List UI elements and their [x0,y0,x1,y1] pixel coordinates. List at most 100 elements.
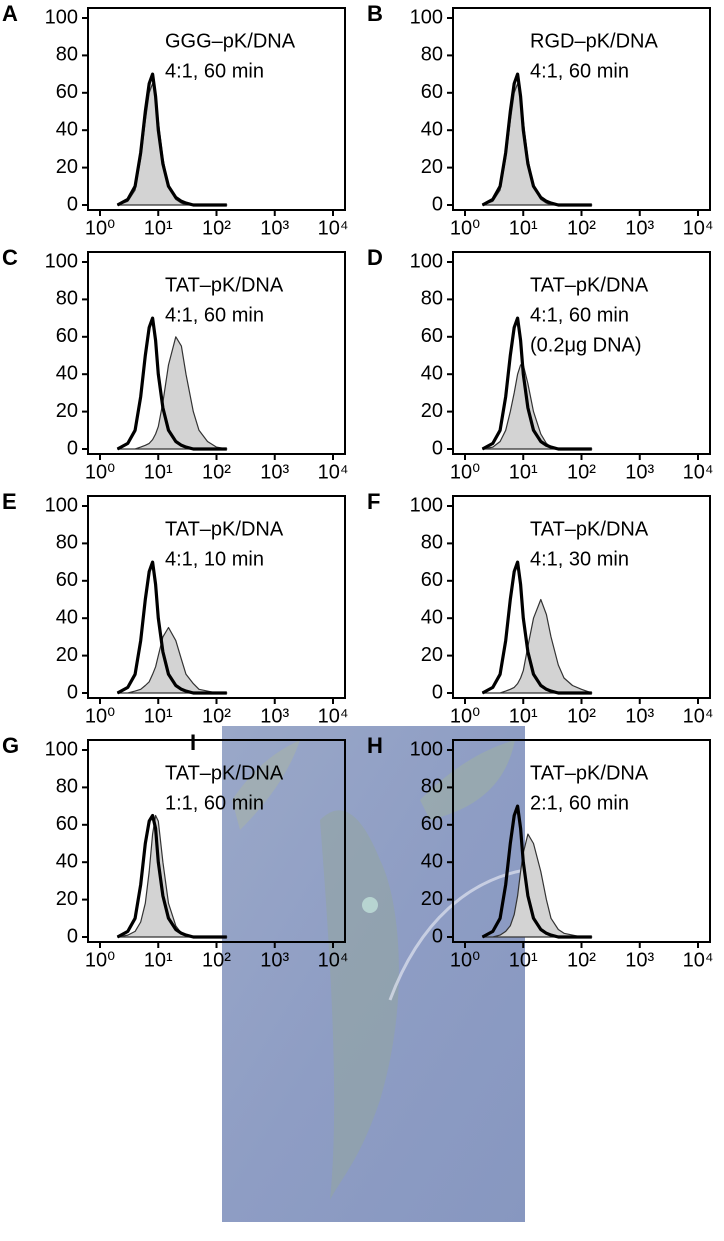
panel-label: H [367,733,383,758]
line [481,804,592,939]
x-tick-label: 10² [202,217,231,239]
y-tick-label: 0 [432,925,443,947]
x-tick-label: 10⁰ [450,217,480,239]
y-tick-label: 0 [67,925,78,947]
y-tick-label: 40 [421,850,443,872]
y-tick-label: 40 [421,118,443,140]
annotation: TAT–pK/DNA [165,518,284,540]
y-tick-label: 80 [421,532,443,554]
annotation: TAT–pK/DNA [165,274,284,296]
y-tick-label: 20 [421,400,443,422]
y-tick-label: 20 [56,888,78,910]
y-tick-label: 40 [56,850,78,872]
annotation: 1:1, 60 min [165,792,264,814]
annotation: GGG–pK/DNA [165,30,296,52]
y-tick-label: 60 [56,81,78,103]
x-tick-label: 10³ [260,705,289,727]
x-tick-label: 10² [567,461,596,483]
x-tick-label: 10⁰ [85,705,115,727]
y-tick-label: 80 [421,288,443,310]
x-tick-label: 10⁰ [450,461,480,483]
y-tick-label: 100 [410,494,443,516]
y-tick-label: 80 [421,44,443,66]
y-tick-label: 40 [56,118,78,140]
x-tick-label: 10³ [625,461,654,483]
x-tick-label: 10¹ [509,461,538,483]
line [116,560,227,695]
y-tick-label: 80 [56,288,78,310]
x-tick-label: 10⁴ [318,949,349,971]
x-tick-label: 10³ [625,217,654,239]
x-tick-label: 10⁴ [683,949,714,971]
y-tick-label: 60 [56,813,78,835]
x-tick-label: 10¹ [509,949,538,971]
annotation: RGD–pK/DNA [530,30,658,52]
annotation: (0.2μg DNA) [530,334,642,356]
x-tick-label: 10⁰ [85,217,115,239]
x-tick-label: 10⁴ [683,705,714,727]
x-tick-label: 10⁰ [85,461,115,483]
y-tick-label: 60 [421,813,443,835]
y-tick-label: 60 [56,569,78,591]
y-tick-label: 60 [421,325,443,347]
x-tick-label: 10² [202,949,231,971]
x-tick-label: 10³ [625,949,654,971]
y-tick-label: 100 [410,738,443,760]
annotation: 4:1, 60 min [165,304,264,326]
y-tick-label: 20 [56,644,78,666]
x-tick-label: 10² [567,705,596,727]
x-tick-label: 10² [202,461,231,483]
y-tick-label: 20 [421,156,443,178]
x-tick-label: 10¹ [144,217,173,239]
x-tick-label: 10³ [260,217,289,239]
y-tick-label: 20 [421,644,443,666]
y-tick-label: 0 [67,437,78,459]
x-tick-label: 10³ [260,461,289,483]
x-tick-label: 10⁰ [450,705,480,727]
line [116,316,227,451]
panel-label: I [190,730,196,755]
annotation: 4:1, 60 min [530,60,629,82]
x-tick-label: 10² [567,949,596,971]
y-tick-label: 80 [421,776,443,798]
cell [420,740,515,820]
area [481,833,593,938]
y-tick-label: 80 [56,776,78,798]
line [481,316,592,451]
y-tick-label: 20 [421,888,443,910]
y-tick-label: 60 [421,569,443,591]
x-tick-label: 10¹ [509,705,538,727]
y-tick-label: 40 [56,606,78,628]
annotation: 4:1, 30 min [530,548,629,570]
x-tick-label: 10⁴ [683,217,714,239]
y-tick-label: 40 [421,362,443,384]
cell-nucleus [362,897,378,913]
micrograph: I [190,726,526,1222]
x-tick-label: 10² [202,705,231,727]
y-tick-label: 60 [56,325,78,347]
x-tick-label: 10¹ [144,461,173,483]
annotation: 4:1, 10 min [165,548,264,570]
annotation: 2:1, 60 min [530,792,629,814]
area [116,626,228,694]
x-tick-label: 10¹ [144,705,173,727]
y-tick-label: 100 [45,250,78,272]
y-tick-label: 0 [432,193,443,215]
annotation: 4:1, 60 min [165,60,264,82]
x-tick-label: 10⁰ [450,949,480,971]
y-tick-label: 100 [410,250,443,272]
y-tick-label: 40 [421,606,443,628]
annotation: 4:1, 60 min [530,304,629,326]
y-tick-label: 0 [67,193,78,215]
x-tick-label: 10⁰ [85,949,115,971]
y-tick-label: 0 [432,437,443,459]
x-tick-label: 10¹ [509,217,538,239]
line [116,72,227,207]
cell [320,810,399,1200]
annotation: TAT–pK/DNA [530,518,649,540]
x-tick-label: 10³ [625,705,654,727]
x-tick-label: 10³ [260,949,289,971]
y-tick-label: 0 [67,681,78,703]
y-tick-label: 80 [56,44,78,66]
